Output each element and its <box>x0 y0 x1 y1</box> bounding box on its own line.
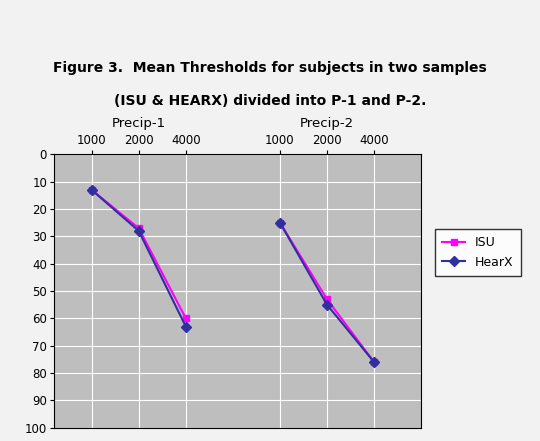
ISU <box>136 225 142 231</box>
Legend: ISU, HearX: ISU, HearX <box>435 229 521 276</box>
Line: HearX: HearX <box>88 187 190 330</box>
ISU <box>89 187 95 193</box>
ISU <box>183 316 189 321</box>
Text: Precip-2: Precip-2 <box>300 117 354 130</box>
HearX <box>89 187 95 193</box>
Text: (ISU & HEARX) divided into P-1 and P-2.: (ISU & HEARX) divided into P-1 and P-2. <box>114 94 426 108</box>
Text: Precip-1: Precip-1 <box>112 117 166 130</box>
HearX <box>183 324 189 329</box>
Line: ISU: ISU <box>88 187 190 322</box>
Text: Figure 3.  Mean Thresholds for subjects in two samples: Figure 3. Mean Thresholds for subjects i… <box>53 61 487 75</box>
HearX <box>136 228 142 234</box>
